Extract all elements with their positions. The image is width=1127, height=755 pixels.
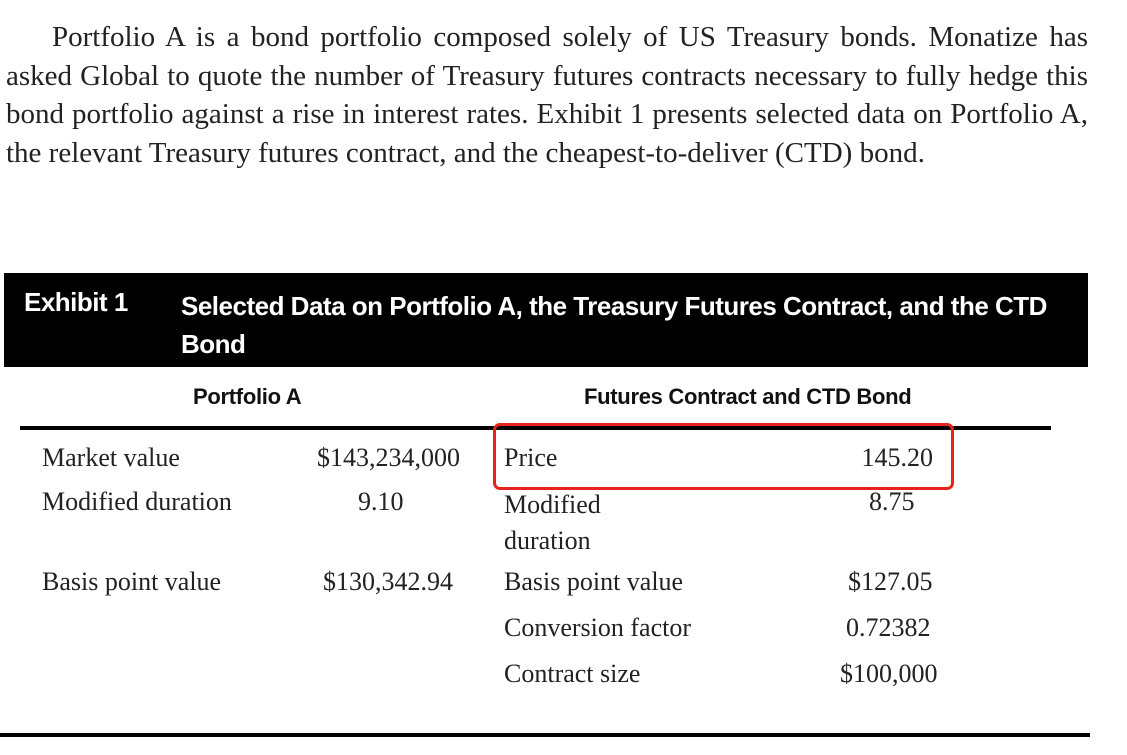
exhibit-banner: Exhibit 1 Selected Data on Portfolio A, … — [4, 273, 1088, 367]
bottom-rule — [0, 733, 1090, 737]
fut-label: Basis point value — [504, 567, 684, 596]
intro-paragraph: Portfolio A is a bond portfolio composed… — [6, 21, 1088, 169]
header-portfolio-a: Portfolio A — [193, 384, 302, 409]
fut-label: Price — [504, 443, 558, 472]
pa-label: Basis point value — [42, 567, 222, 596]
fut-value: 145.20 — [861, 443, 934, 472]
price-highlight-box — [493, 423, 954, 490]
exhibit-label: Exhibit 1 — [24, 287, 128, 317]
pa-label: Modified duration — [42, 487, 232, 516]
pa-value: 9.10 — [358, 487, 404, 516]
fut-value: 0.72382 — [846, 613, 931, 642]
header-rule — [20, 426, 1051, 430]
fut-value: $100,000 — [840, 659, 938, 688]
fut-label: Contract size — [504, 659, 641, 688]
pa-value: $143,234,000 — [317, 443, 460, 472]
fut-value: 8.75 — [869, 487, 915, 516]
exhibit-title: Selected Data on Portfolio A, the Treasu… — [181, 291, 1047, 359]
pa-label: Market value — [42, 443, 180, 472]
pa-value: $130,342.94 — [323, 567, 453, 596]
fut-label: Modified duration — [504, 490, 601, 555]
fut-label: Conversion factor — [504, 613, 692, 642]
fut-value: $127.05 — [848, 567, 933, 596]
header-futures: Futures Contract and CTD Bond — [584, 384, 912, 409]
